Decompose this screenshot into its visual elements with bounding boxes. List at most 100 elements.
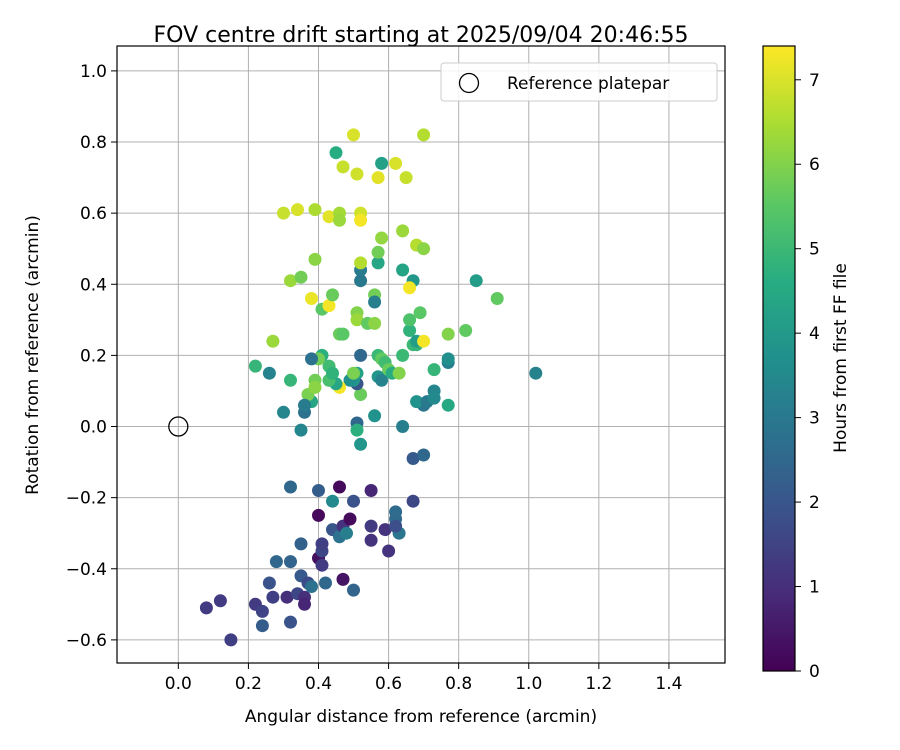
y-tick-label: 1.0 (80, 62, 107, 82)
colorbar-label: Hours from first FF file (831, 263, 851, 453)
x-tick-label: 0.4 (305, 674, 332, 694)
data-point (354, 274, 368, 288)
colorbar: 0 1 2 3 4 5 6 7 Hours from first FF file (762, 45, 851, 682)
data-point (396, 224, 410, 238)
data-point (291, 203, 304, 217)
data-point (389, 156, 403, 170)
y-tick-label: −0.2 (66, 489, 107, 509)
y-tick-label: 0.8 (80, 133, 107, 153)
colorbar-gradient (763, 46, 795, 671)
data-points (199, 128, 543, 647)
data-point (368, 295, 382, 309)
data-point (255, 619, 269, 633)
data-point (354, 256, 368, 270)
data-point (322, 299, 336, 313)
data-point (347, 366, 360, 380)
data-point (312, 508, 325, 522)
data-point (333, 213, 346, 227)
data-point (298, 398, 311, 412)
data-point (284, 480, 297, 494)
data-point (364, 484, 378, 497)
legend: Reference platepar (440, 62, 718, 102)
data-point (417, 448, 431, 462)
colorbar-frame (762, 45, 796, 672)
data-point (294, 423, 308, 437)
x-tick-label: 1.4 (655, 674, 682, 694)
data-point (347, 583, 360, 597)
x-tick-label: 0.2 (235, 674, 262, 694)
x-tick-label: 0.0 (165, 674, 192, 694)
data-point (389, 519, 403, 533)
data-point (364, 533, 378, 547)
data-point (382, 544, 396, 558)
data-point (371, 171, 385, 185)
data-point (441, 327, 455, 341)
colorbar-tick-label: 7 (809, 71, 820, 91)
colorbar-ticks: 0 1 2 3 4 5 6 7 (795, 71, 820, 682)
data-point (375, 231, 389, 245)
data-point (396, 263, 410, 277)
data-point (326, 366, 339, 380)
data-point (350, 423, 364, 437)
data-point (336, 160, 350, 174)
data-point (469, 274, 483, 288)
data-point (308, 203, 322, 217)
data-point (340, 526, 353, 540)
data-point (350, 167, 364, 181)
data-point (294, 270, 308, 284)
data-point (403, 324, 417, 337)
x-tick-label: 0.8 (445, 674, 472, 694)
data-point (392, 366, 406, 380)
data-point (459, 324, 473, 337)
data-point (284, 373, 297, 387)
legend-entry: Reference platepar (507, 74, 669, 94)
x-tick-label: 1.2 (585, 674, 612, 694)
data-point (284, 615, 297, 629)
data-point (354, 388, 368, 401)
data-point (336, 327, 350, 341)
data-point (277, 206, 290, 220)
data-point (312, 484, 325, 497)
data-point (347, 494, 360, 508)
data-point (406, 452, 420, 465)
y-axis-label: Rotation from reference (arcmin) (23, 215, 43, 495)
y-tick-label: 0.6 (80, 204, 107, 224)
data-point (255, 604, 269, 618)
data-point (308, 380, 322, 394)
data-point (269, 555, 283, 569)
data-point (280, 590, 294, 604)
data-point (266, 334, 280, 348)
data-point (305, 292, 318, 305)
data-point (199, 601, 213, 615)
data-point (375, 156, 389, 170)
data-point (329, 146, 343, 160)
data-point (213, 594, 227, 608)
data-point (248, 359, 262, 373)
data-point (284, 555, 297, 569)
legend-box (440, 62, 718, 102)
data-point (364, 519, 378, 533)
data-point (427, 391, 441, 405)
data-point (417, 128, 431, 142)
colorbar-tick-label: 0 (809, 662, 820, 682)
legend-marker (458, 72, 480, 94)
data-point (322, 210, 336, 224)
data-point (336, 572, 350, 586)
colorbar-tick-label: 1 (809, 578, 820, 598)
data-point (529, 366, 543, 380)
data-point (403, 313, 417, 327)
data-point (305, 352, 318, 366)
x-axis-label: Angular distance from reference (arcmin) (245, 707, 597, 727)
data-point (315, 537, 329, 551)
data-point (343, 512, 357, 526)
data-point (410, 395, 424, 409)
y-axis-ticks: −0.6 −0.4 −0.2 0.0 0.2 0.4 0.6 0.8 1.0 (66, 62, 117, 651)
plot-frame (116, 45, 726, 664)
data-point (371, 256, 385, 270)
data-point (375, 373, 389, 387)
data-point (298, 597, 311, 611)
data-point (371, 245, 385, 259)
data-point (490, 292, 504, 305)
x-tick-label: 0.6 (375, 674, 402, 694)
data-point (262, 576, 276, 590)
